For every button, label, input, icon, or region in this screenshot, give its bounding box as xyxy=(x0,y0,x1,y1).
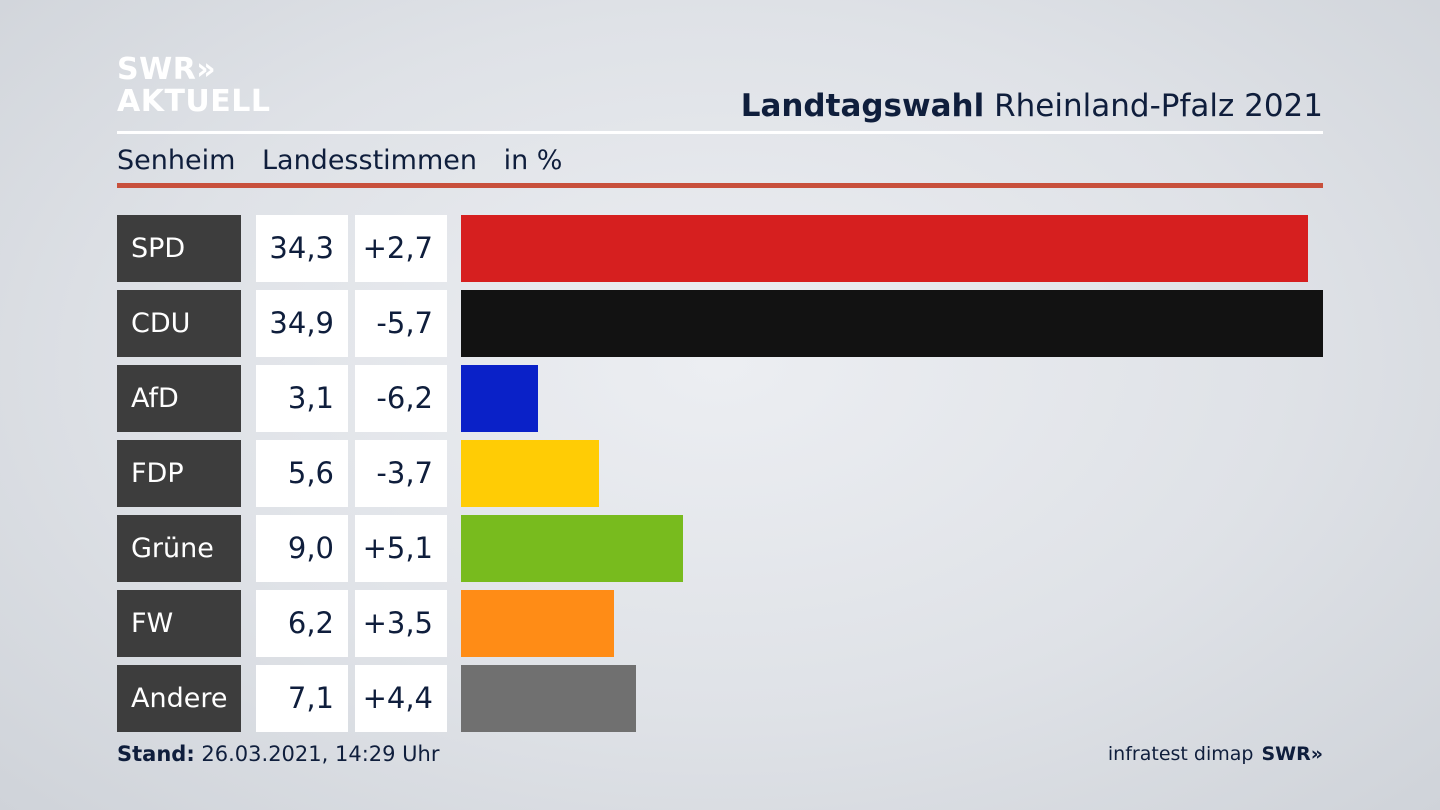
chart-row: SPD 34,3 +2,7 xyxy=(117,215,1323,282)
swr-aktuell-logo: SWR» AKTUELL xyxy=(117,54,271,118)
chart-row: AfD 3,1 -6,2 xyxy=(117,365,1323,432)
change-label: +3,5 xyxy=(355,590,447,657)
subtitle-place: Senheim xyxy=(117,145,236,176)
value-label: 5,6 xyxy=(256,440,348,507)
stand-label: Stand: xyxy=(117,742,195,766)
change-label: -6,2 xyxy=(355,365,447,432)
logo-line-1: SWR» xyxy=(117,52,217,87)
header-divider xyxy=(117,131,1323,134)
page-title: Landtagswahl Rheinland-Pfalz 2021 xyxy=(741,86,1323,126)
change-label: +5,1 xyxy=(355,515,447,582)
logo-line-2: AKTUELL xyxy=(117,84,271,119)
subtitle-type: Landesstimmen xyxy=(261,145,477,176)
bar-andere xyxy=(461,665,636,732)
title-bold: Landtagswahl xyxy=(740,88,985,124)
bar-fdp xyxy=(461,440,599,507)
subtitle-unit: in % xyxy=(503,145,563,176)
change-label: -3,7 xyxy=(355,440,447,507)
party-label: SPD xyxy=(117,215,241,282)
title-rest: Rheinland-Pfalz 2021 xyxy=(984,88,1323,124)
value-label: 7,1 xyxy=(256,665,348,732)
bar-fw xyxy=(461,590,614,657)
bar-cdu xyxy=(461,290,1323,357)
bar-spd xyxy=(461,215,1308,282)
timestamp: Stand: 26.03.2021, 14:29 Uhr xyxy=(117,739,440,769)
chart-subtitle: Senheim Landesstimmen in % xyxy=(117,143,580,179)
bar-grüne xyxy=(461,515,683,582)
value-label: 34,9 xyxy=(256,290,348,357)
chart-row: CDU 34,9 -5,7 xyxy=(117,290,1323,357)
party-label: Grüne xyxy=(117,515,241,582)
accent-divider xyxy=(117,183,1323,188)
source-credit: infratest dimap SWR» xyxy=(1108,739,1323,769)
swr-footer-logo: SWR» xyxy=(1261,743,1323,765)
change-label: +4,4 xyxy=(355,665,447,732)
chart-row: Andere 7,1 +4,4 xyxy=(117,665,1323,732)
value-label: 6,2 xyxy=(256,590,348,657)
chart-row: Grüne 9,0 +5,1 xyxy=(117,515,1323,582)
party-label: AfD xyxy=(117,365,241,432)
party-label: Andere xyxy=(117,665,241,732)
party-label: FDP xyxy=(117,440,241,507)
change-label: +2,7 xyxy=(355,215,447,282)
value-label: 3,1 xyxy=(256,365,348,432)
value-label: 9,0 xyxy=(256,515,348,582)
party-label: CDU xyxy=(117,290,241,357)
stand-value: 26.03.2021, 14:29 Uhr xyxy=(194,742,440,766)
chart-row: FW 6,2 +3,5 xyxy=(117,590,1323,657)
change-label: -5,7 xyxy=(355,290,447,357)
bar-afd xyxy=(461,365,538,432)
party-label: FW xyxy=(117,590,241,657)
chart-row: FDP 5,6 -3,7 xyxy=(117,440,1323,507)
value-label: 34,3 xyxy=(256,215,348,282)
source-label: infratest dimap xyxy=(1107,743,1254,765)
